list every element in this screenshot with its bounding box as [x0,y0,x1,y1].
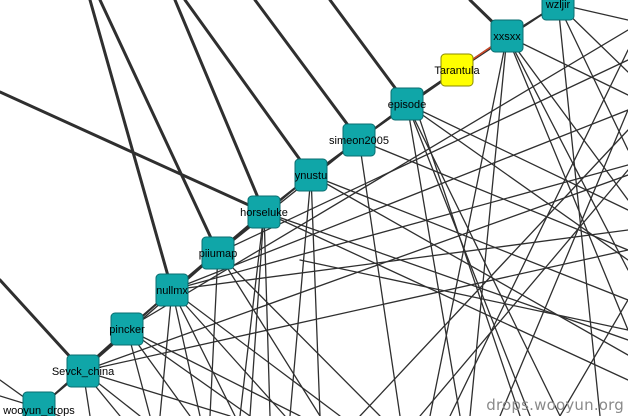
node-wooyun_drops[interactable]: wooyun_drops [2,392,75,416]
node-episode[interactable]: episode [388,88,427,120]
edge-outgoing [264,212,628,340]
node-label: Sevck_china [52,366,115,378]
node-pincker[interactable]: pincker [109,313,145,345]
node-label: horseluke [240,207,288,219]
node-label: ynustu [295,170,327,182]
edge-outgoing [172,290,235,416]
node-label: piiumap [199,248,238,260]
edge-outgoing [507,36,628,330]
edge-offscreen [185,0,311,175]
edge-outgoing [264,212,270,416]
edge-cross [300,260,628,330]
edge-offscreen [100,0,218,253]
edge-outgoing [172,165,628,290]
edge-outgoing [407,104,460,416]
node-nullmx[interactable]: nullmx [156,274,188,306]
node-label: wooyun_drops [2,405,75,416]
node-label: xxsxx [493,31,521,43]
edge-outgoing [470,36,507,416]
node-label: nullmx [156,285,188,297]
watermark-text: drops.wooyun.org [486,396,624,414]
edge-outgoing [127,30,628,329]
node-piiumap[interactable]: piiumap [199,237,238,269]
node-ynustu[interactable]: ynustu [295,159,327,191]
edge-outgoing [311,175,320,416]
node-sevck_china[interactable]: Sevck_china [52,355,115,387]
edge-outgoing [359,140,400,416]
edge-outgoing [407,104,628,210]
node-label: episode [388,99,427,111]
edge-outgoing [311,175,628,300]
node-label: Tarantula [434,65,480,77]
node-label: wzljir [545,0,571,11]
edge-offscreen [175,0,264,212]
node-label: simeon2005 [329,135,389,147]
edge-cross [500,110,628,416]
node-xxsxx[interactable]: xxsxx [491,20,523,52]
edge-offscreen [90,0,172,290]
node-simeon2005[interactable]: simeon2005 [329,124,389,156]
edge-outgoing [359,140,628,250]
node-label: pincker [109,324,145,336]
node-layer: wzljir xxsxx Tarantula episode simeon2005 ynu… [2,0,574,416]
node-wzljir[interactable]: wzljir [542,0,574,20]
